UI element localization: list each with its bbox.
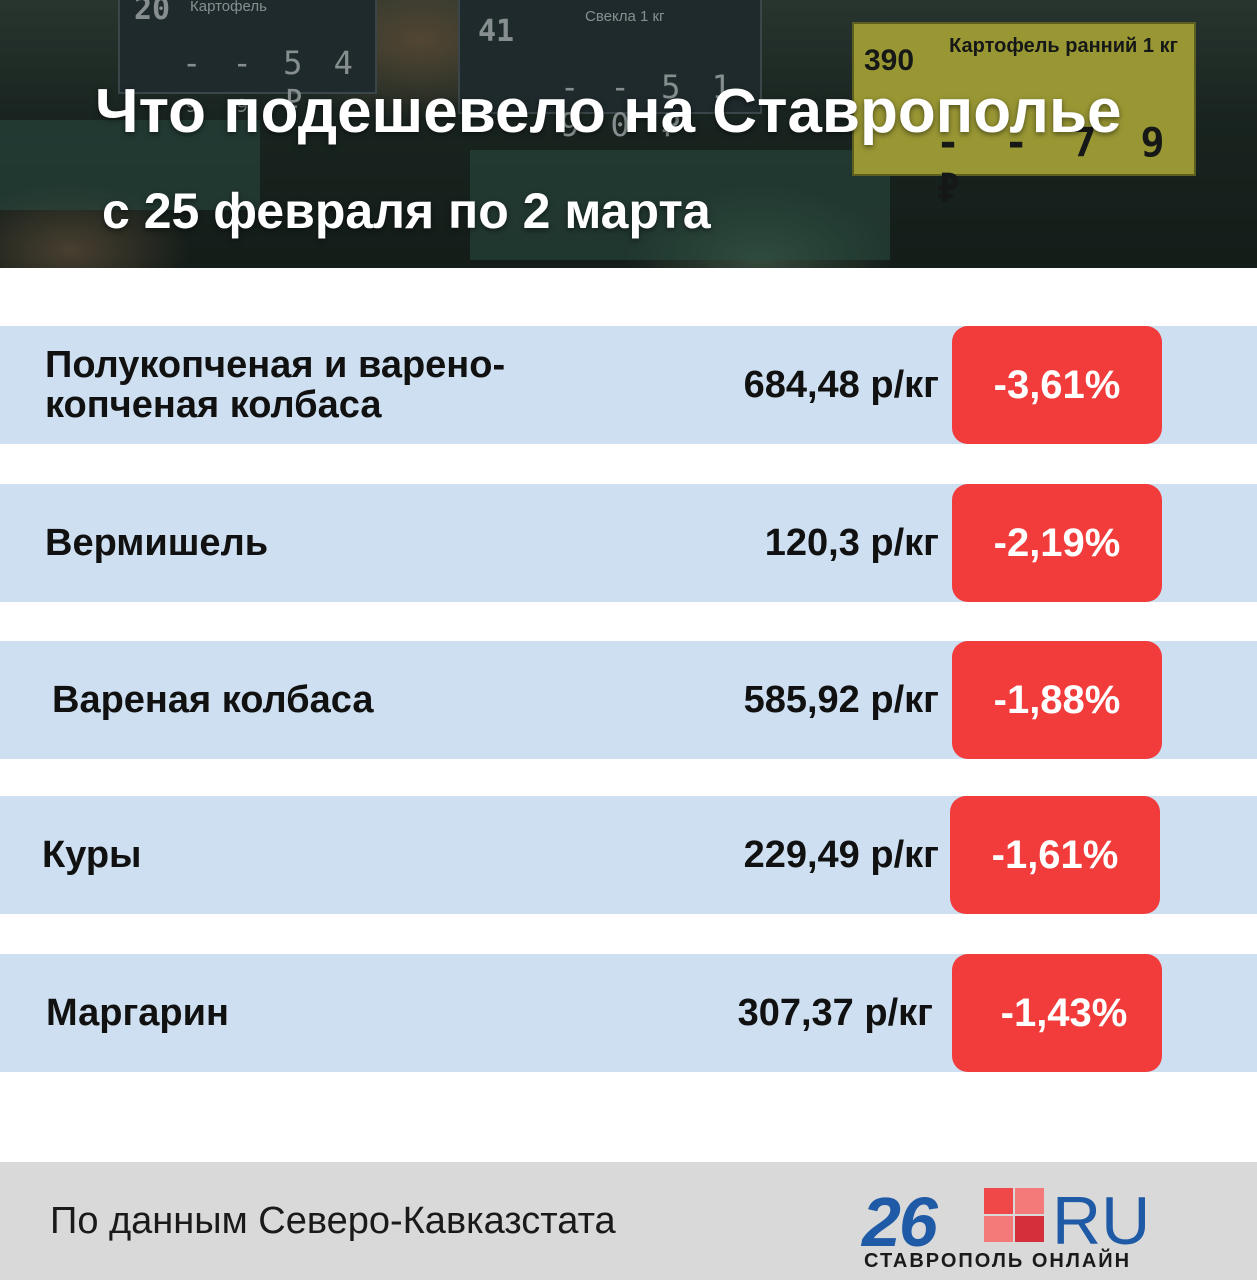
crate-shape <box>470 150 890 260</box>
table-row: Куры 229,49 р/кг -1,61% <box>0 796 1257 914</box>
product-price: 307,37 р/кг <box>737 991 933 1034</box>
product-name: Куры <box>42 834 142 876</box>
product-price: 585,92 р/кг <box>743 678 939 721</box>
product-price: 120,3 р/кг <box>764 521 939 564</box>
change-badge: -3,61% <box>952 326 1162 444</box>
logo-number: 26 <box>862 1183 938 1261</box>
product-name: Вермишель <box>45 522 269 564</box>
logo-squares-icon <box>984 1188 1044 1242</box>
crate-shape <box>0 120 260 210</box>
table-row: Полукопченая и варено-копченая колбаса 6… <box>0 326 1257 444</box>
banner-shade <box>0 0 1257 268</box>
header-banner: 20 Картофель - - 5 4 ₉ ₉ ₽ 41 Свекла 1 к… <box>0 0 1257 268</box>
change-badge: -1,61% <box>950 796 1160 914</box>
change-badge: -1,43% <box>952 954 1162 1072</box>
product-name: Полукопченая и варено-копченая колбаса <box>45 344 506 426</box>
price-tag: 41 Свекла 1 кг - - 5 1 9 0 ₽ <box>458 0 762 144</box>
product-price: 684,48 р/кг <box>743 363 939 406</box>
change-badge: -1,88% <box>952 641 1162 759</box>
page-title: Что подешевело на Ставрополье <box>95 77 1122 146</box>
source-note: По данным Северо-Кавказстата <box>50 1199 616 1242</box>
yellow-price-tag: 390 Картофель ранний 1 кг - - 7 9 ₽ <box>852 22 1196 212</box>
product-name: Маргарин <box>46 992 229 1034</box>
page-subtitle: с 25 февраля по 2 марта <box>102 183 711 239</box>
product-price: 229,49 р/кг <box>743 833 939 876</box>
brand-logo[interactable]: 26 RU СТАВРОПОЛЬ ОНЛАЙН <box>862 1183 1162 1272</box>
table-row: Вареная колбаса 585,92 р/кг -1,88% <box>0 641 1257 759</box>
logo-tagline: СТАВРОПОЛЬ ОНЛАЙН <box>864 1250 1132 1272</box>
logo-domain: RU <box>1052 1183 1151 1259</box>
change-badge: -2,19% <box>952 484 1162 602</box>
price-tag: 20 Картофель - - 5 4 ₉ ₉ ₽ <box>118 0 377 120</box>
table-row: Вермишель 120,3 р/кг -2,19% <box>0 484 1257 602</box>
table-row: Маргарин 307,37 р/кг -1,43% <box>0 954 1257 1072</box>
product-name: Вареная колбаса <box>52 679 374 721</box>
footer: По данным Северо-Кавказстата 26 RU СТАВР… <box>0 1162 1257 1280</box>
